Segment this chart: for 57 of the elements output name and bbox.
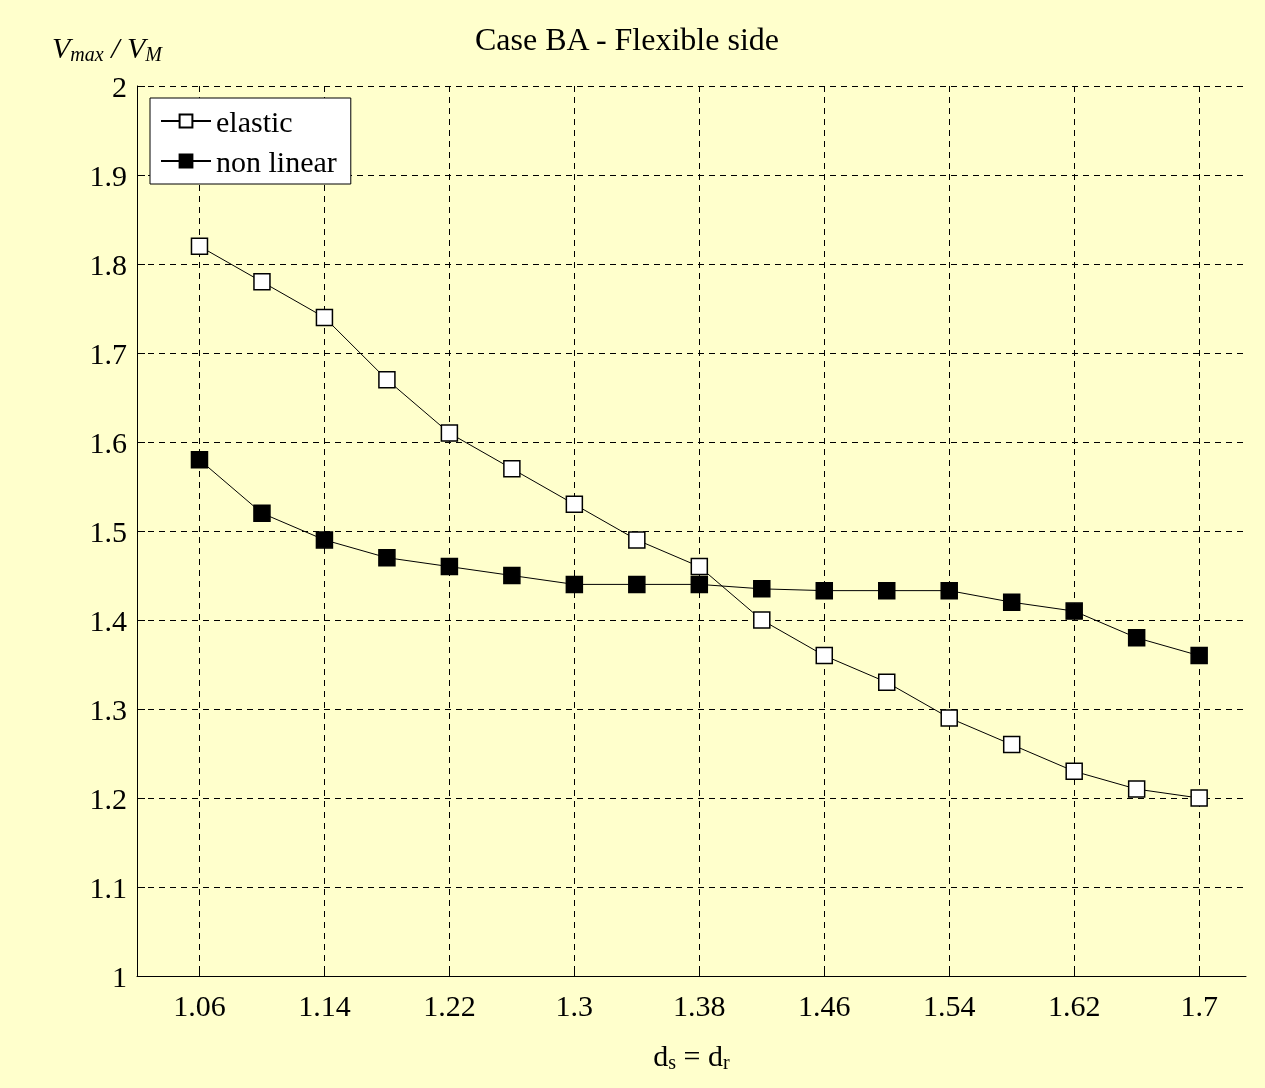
point — [253, 273, 271, 291]
x-tick-label: 1.3 — [555, 988, 594, 1022]
point — [378, 548, 396, 567]
point — [1002, 593, 1021, 611]
point — [753, 611, 771, 629]
point — [940, 581, 958, 600]
point — [503, 459, 521, 478]
point — [815, 581, 834, 600]
point — [1190, 646, 1208, 665]
point — [378, 370, 396, 389]
x-tick-label: 1.46 — [798, 988, 851, 1022]
point — [190, 451, 209, 469]
point — [565, 575, 584, 594]
y-tick-label: 1.9 — [89, 158, 127, 192]
y-tick-label: 1.4 — [89, 603, 127, 637]
y-tick-label: 1 — [112, 959, 127, 993]
x-tick-label: 1.14 — [298, 988, 351, 1022]
point — [440, 557, 459, 576]
point — [1002, 735, 1021, 754]
legend-label: elastic — [216, 104, 293, 138]
chart-title: Case BA - Flexible side — [475, 21, 779, 57]
point — [815, 646, 834, 665]
y-tick-label: 1.8 — [89, 247, 127, 281]
x-tick-label: 1.7 — [1180, 988, 1218, 1022]
point — [1065, 602, 1083, 620]
x-tick-label: 1.38 — [673, 988, 726, 1022]
point — [440, 424, 459, 442]
y-tick-label: 1.6 — [89, 425, 127, 459]
point — [565, 495, 584, 514]
point — [628, 531, 646, 549]
point — [315, 531, 334, 549]
y-tick-label: 1.1 — [89, 870, 127, 904]
x-tick-label: 1.06 — [173, 988, 226, 1022]
point — [878, 673, 896, 692]
point — [315, 308, 334, 327]
point — [690, 557, 709, 576]
point — [253, 504, 271, 522]
point — [1190, 789, 1208, 807]
point — [940, 709, 958, 727]
point — [503, 566, 521, 585]
y-tick-label: 1.2 — [89, 781, 127, 815]
point — [753, 580, 771, 598]
point — [1127, 780, 1146, 798]
y-tick-label: 1.7 — [89, 336, 127, 370]
y-tick-label: 1.5 — [89, 514, 127, 548]
legend-label: non linear — [216, 144, 337, 178]
point — [878, 581, 896, 600]
point — [1127, 629, 1146, 647]
point — [628, 575, 646, 594]
x-tick-label: 1.62 — [1047, 988, 1101, 1022]
point — [190, 237, 209, 255]
x-tick-label: 1.22 — [423, 988, 476, 1022]
y-tick-label: 1.3 — [89, 692, 127, 726]
x-tick-label: 1.54 — [922, 988, 976, 1022]
point — [1065, 762, 1083, 781]
point — [690, 575, 709, 594]
y-tick-label: 2 — [112, 69, 127, 103]
